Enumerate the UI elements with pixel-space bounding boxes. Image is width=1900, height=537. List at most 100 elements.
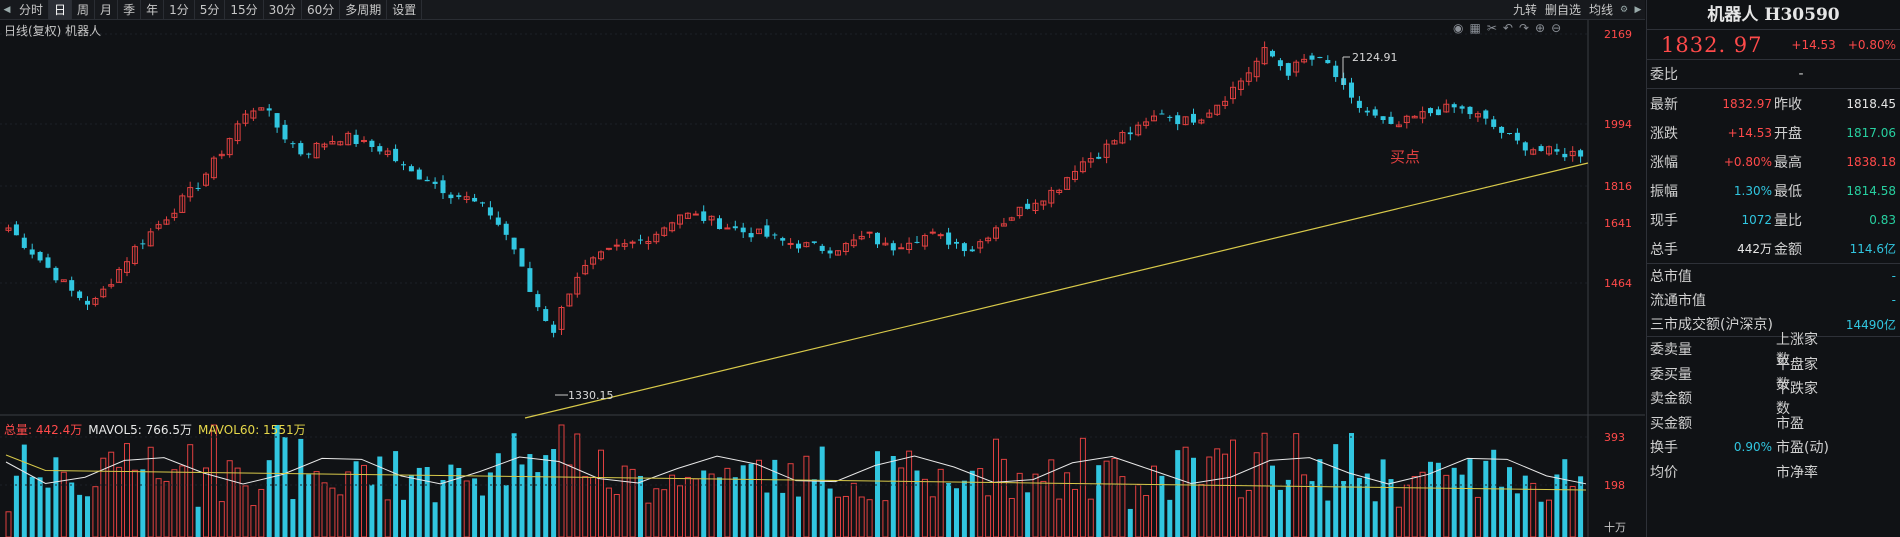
volume-bar xyxy=(329,487,336,537)
tab-1[interactable]: 日 xyxy=(49,0,73,20)
candle-body xyxy=(1135,124,1142,136)
order-label: 换手 xyxy=(1650,440,1678,457)
candle-body xyxy=(961,243,967,252)
tab-0[interactable]: 分时 xyxy=(14,0,50,20)
candle-body xyxy=(1514,132,1520,141)
candle-body xyxy=(432,181,438,184)
candle-body xyxy=(131,246,138,264)
candle-body xyxy=(993,227,999,239)
candle-body xyxy=(724,227,731,230)
volume-bar xyxy=(1301,474,1308,537)
candle-body xyxy=(1499,126,1505,133)
undo-icon[interactable]: ↶ xyxy=(1502,21,1513,35)
tab-2[interactable]: 周 xyxy=(72,0,96,20)
eye-icon[interactable]: ◉ xyxy=(1453,21,1464,35)
order-label: 委卖量 xyxy=(1650,342,1692,359)
settings-icon[interactable]: ⚙ xyxy=(1619,4,1629,15)
tab-4[interactable]: 季 xyxy=(118,0,142,20)
candle-body xyxy=(448,194,454,199)
volume-bar xyxy=(1237,497,1244,537)
volume-bar xyxy=(187,444,194,537)
candle-body xyxy=(535,294,541,308)
volume-bar xyxy=(369,484,375,537)
candle-body xyxy=(1182,116,1189,126)
volume-bar xyxy=(1419,471,1426,537)
volume-bar xyxy=(582,476,589,537)
volume-bar xyxy=(203,467,209,537)
candle-body xyxy=(890,243,896,251)
volume-bar xyxy=(345,471,352,537)
tab-6[interactable]: 1分 xyxy=(164,0,195,20)
tab-10[interactable]: 60分 xyxy=(302,0,341,20)
volume-bar xyxy=(1096,465,1102,537)
tab-5[interactable]: 年 xyxy=(141,0,165,20)
volume-bar xyxy=(140,469,146,537)
volume-bar xyxy=(163,480,170,537)
remove-watchlist-button[interactable]: 删自选 xyxy=(1544,3,1581,17)
volume-bar xyxy=(313,471,320,537)
volume-bar xyxy=(1175,450,1181,537)
quote-label: 开盘 xyxy=(1774,125,1802,142)
zoom-out-icon[interactable]: ⊖ xyxy=(1551,21,1562,35)
candle-body xyxy=(1309,55,1315,60)
candle-body xyxy=(574,276,581,295)
order-label: 市净率 xyxy=(1776,464,1818,481)
ma-button[interactable]: 均线 xyxy=(1588,3,1613,17)
scissors-icon[interactable]: ✂ xyxy=(1486,21,1497,35)
tab-11[interactable]: 多周期 xyxy=(340,0,388,20)
quote-value: 1072 xyxy=(1741,212,1772,227)
candle-body xyxy=(108,284,115,287)
candle-body xyxy=(1127,132,1133,135)
collapse-icon[interactable]: ▶ xyxy=(1634,4,1642,15)
nine-turn-button[interactable]: 九转 xyxy=(1512,3,1537,17)
prev-icon[interactable]: ◀ xyxy=(3,4,11,15)
candle-body xyxy=(708,215,715,221)
tab-8[interactable]: 15分 xyxy=(225,0,264,20)
candle-body xyxy=(1356,100,1362,108)
candle-body xyxy=(653,233,660,243)
candle-body xyxy=(842,243,849,253)
volume-bar xyxy=(1491,449,1497,537)
toolbar-right: 九转 删自选 均线 ⚙ ▶ xyxy=(1509,0,1645,20)
order-label: 上涨家数 xyxy=(1776,332,1818,369)
volume-bar xyxy=(1025,492,1031,537)
order-label: 委买量 xyxy=(1650,366,1692,383)
volume-bar xyxy=(566,464,573,537)
layout-icon[interactable]: ▦ xyxy=(1469,21,1481,35)
volume-bar xyxy=(1072,488,1078,537)
volume-bar xyxy=(29,476,35,537)
zoom-in-icon[interactable]: ⊕ xyxy=(1535,21,1546,35)
candle-body xyxy=(1056,189,1063,193)
volume-bar xyxy=(1372,501,1378,537)
volume-bar xyxy=(1159,475,1165,537)
volume-bar xyxy=(77,494,83,537)
tab-12[interactable]: 设置 xyxy=(387,0,423,20)
kline-chart[interactable]: 2169 1994 1816 1641 1464 2124.91 1330.15 买点 393 1… xyxy=(0,0,1645,537)
volume-bar xyxy=(835,496,841,537)
candle-body xyxy=(424,179,430,182)
quote-row: 最新 1832.97 昨收 1818.45 xyxy=(1647,89,1900,118)
redo-icon[interactable]: ↷ xyxy=(1518,21,1530,35)
candle-body xyxy=(558,307,565,330)
tab-3[interactable]: 月 xyxy=(95,0,119,20)
volume-bar xyxy=(890,456,896,537)
quote-value: 114.6亿 xyxy=(1849,242,1896,256)
volume-bar xyxy=(1380,459,1386,537)
volume-bar xyxy=(1167,499,1173,537)
volume-bar xyxy=(337,494,344,537)
candle-body xyxy=(369,140,375,147)
candle-body xyxy=(195,187,201,189)
candle-body xyxy=(171,212,178,218)
candle-body xyxy=(147,231,154,247)
volume-bar xyxy=(811,479,817,537)
market-row: 三市成交额(沪深京) 14490亿 xyxy=(1647,312,1900,336)
volume-bar xyxy=(1364,473,1370,537)
low-label: 1330.15 xyxy=(568,389,614,402)
tab-7[interactable]: 5分 xyxy=(195,0,226,20)
candle-body xyxy=(1191,113,1196,123)
order-label: 市盈(动) xyxy=(1776,440,1829,457)
volume-bar xyxy=(969,470,975,537)
tab-9[interactable]: 30分 xyxy=(264,0,302,20)
candle-body xyxy=(1388,116,1394,124)
